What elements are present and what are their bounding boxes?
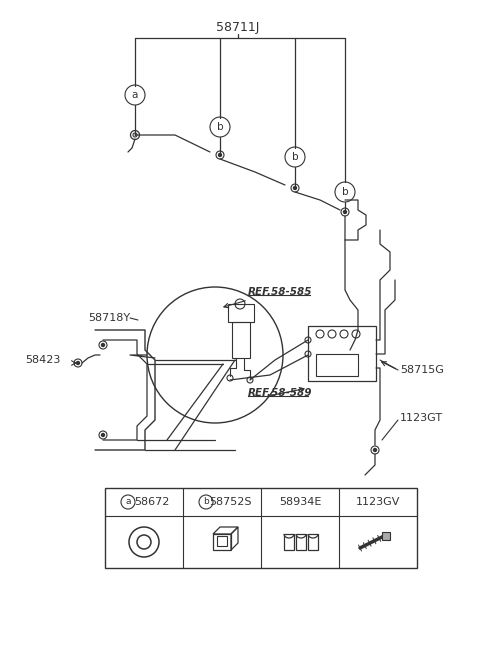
Text: b: b xyxy=(342,187,348,197)
Bar xyxy=(284,534,294,550)
Bar xyxy=(232,322,250,358)
Text: 58718Y: 58718Y xyxy=(88,313,130,323)
Bar xyxy=(213,534,231,550)
Text: 1123GV: 1123GV xyxy=(356,497,400,507)
Text: REF.58-585: REF.58-585 xyxy=(248,287,312,297)
Bar xyxy=(382,532,390,540)
Circle shape xyxy=(373,449,376,451)
Circle shape xyxy=(218,154,221,157)
Text: 58711J: 58711J xyxy=(216,22,260,35)
Text: b: b xyxy=(216,122,223,132)
Text: 58934E: 58934E xyxy=(279,497,321,507)
Text: REF.58-589: REF.58-589 xyxy=(248,388,312,398)
Bar xyxy=(217,536,227,546)
Bar xyxy=(308,534,318,550)
Text: a: a xyxy=(125,497,131,506)
Circle shape xyxy=(101,344,105,346)
Circle shape xyxy=(344,211,347,213)
Text: 58672: 58672 xyxy=(134,497,170,507)
Text: b: b xyxy=(292,152,298,162)
Bar xyxy=(308,326,376,381)
Text: a: a xyxy=(132,90,138,100)
Text: b: b xyxy=(203,497,209,506)
Text: 58715G: 58715G xyxy=(400,365,444,375)
Bar xyxy=(296,534,306,550)
Text: 58752S: 58752S xyxy=(209,497,251,507)
Circle shape xyxy=(76,361,80,365)
Bar xyxy=(228,304,254,322)
Text: 1123GT: 1123GT xyxy=(400,413,443,423)
Circle shape xyxy=(293,186,297,190)
Bar xyxy=(316,354,358,376)
Text: 58423: 58423 xyxy=(25,355,60,365)
Bar xyxy=(105,488,417,568)
Circle shape xyxy=(101,434,105,436)
